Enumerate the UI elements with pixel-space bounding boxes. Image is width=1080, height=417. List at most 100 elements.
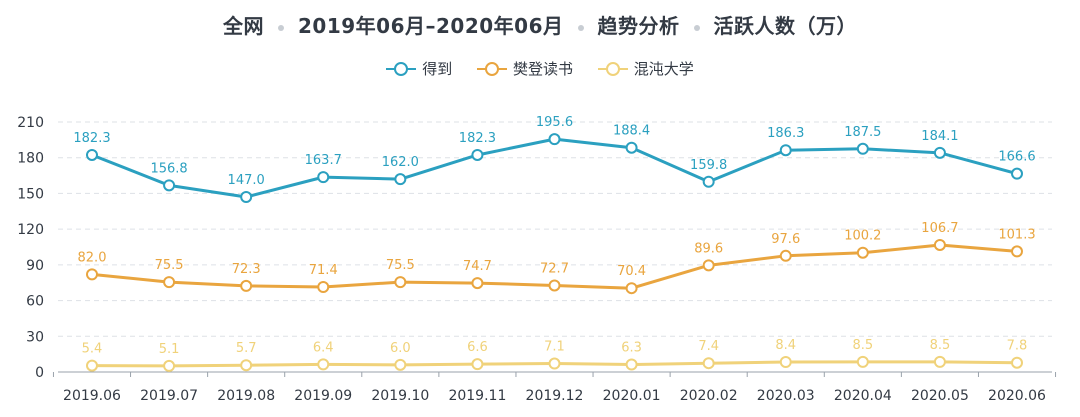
data-point (856, 246, 869, 259)
data-label: 186.3 (767, 126, 804, 141)
data-point (625, 141, 638, 154)
title-part-period: 2019年06月–2020年06月 (298, 14, 564, 38)
x-tick-label: 2020.06 (988, 388, 1046, 404)
y-tick-label: 150 (17, 186, 44, 202)
legend-swatch-hundun (597, 61, 628, 76)
chart-title: 全网 2019年06月–2020年06月 趋势分析 活跃人数（万） (0, 10, 1080, 39)
data-point (933, 238, 946, 251)
data-point (86, 268, 98, 281)
x-tick-label: 2019.08 (217, 388, 275, 404)
title-separator-dot (577, 24, 584, 31)
data-point (548, 279, 561, 292)
data-label: 156.8 (150, 161, 187, 176)
data-point (86, 359, 98, 372)
title-separator-dot (693, 24, 700, 31)
data-point (779, 356, 792, 368)
x-tick-label: 2020.03 (757, 388, 815, 404)
data-label: 6.3 (621, 341, 642, 356)
y-tick-label: 120 (17, 222, 44, 238)
legend-item-hundun[interactable]: 混沌大学 (597, 58, 694, 79)
y-tick-label: 30 (26, 329, 44, 345)
data-label: 106.7 (921, 221, 958, 236)
data-label: 75.5 (155, 258, 184, 273)
legend-item-fandeng[interactable]: 樊登读书 (476, 58, 573, 79)
data-label: 8.5 (930, 338, 951, 353)
data-label: 5.1 (159, 342, 180, 357)
data-point (548, 133, 561, 146)
legend-swatch-dedao (386, 61, 417, 76)
x-tick-label: 2019.07 (140, 388, 198, 404)
title-part-metric: 活跃人数（万） (713, 14, 857, 38)
data-point (702, 175, 715, 188)
data-point (317, 358, 330, 371)
data-label: 74.7 (463, 259, 492, 274)
x-tick-label: 2019.09 (294, 388, 352, 404)
data-point (625, 282, 638, 295)
y-tick-label: 90 (26, 258, 44, 274)
data-point (856, 142, 869, 155)
data-label: 97.6 (771, 232, 800, 247)
data-point (933, 355, 946, 368)
data-label: 188.4 (613, 124, 650, 139)
data-label: 163.7 (305, 153, 342, 168)
data-label: 72.7 (540, 261, 569, 276)
data-point (933, 146, 946, 159)
data-point (779, 249, 792, 262)
data-label: 6.4 (313, 340, 334, 355)
y-tick-label: 0 (35, 365, 44, 381)
data-point (1011, 356, 1023, 369)
data-point (240, 191, 253, 203)
data-label: 195.6 (536, 115, 573, 130)
data-point (702, 259, 715, 272)
data-label: 159.8 (690, 158, 727, 173)
legend-item-dedao[interactable]: 得到 (386, 58, 452, 79)
data-point (1011, 245, 1023, 258)
data-label: 101.3 (998, 227, 1035, 242)
title-part-analysis: 趋势分析 (597, 14, 680, 38)
data-label: 82.0 (78, 250, 107, 265)
data-point (163, 276, 176, 289)
data-point (163, 179, 176, 192)
data-label: 187.5 (844, 125, 881, 140)
data-point (86, 148, 98, 161)
data-point (471, 358, 484, 371)
data-label: 6.6 (467, 340, 488, 355)
y-tick-label: 210 (17, 115, 44, 131)
data-point (317, 171, 330, 184)
data-label: 184.1 (921, 129, 958, 144)
data-point (394, 276, 407, 289)
data-label: 7.1 (544, 340, 565, 355)
data-label: 182.3 (459, 131, 496, 146)
y-tick-label: 60 (26, 294, 44, 310)
data-point (1011, 167, 1023, 180)
data-point (240, 359, 253, 372)
data-point (471, 148, 484, 161)
legend-label-fandeng: 樊登读书 (512, 60, 573, 78)
data-label: 89.6 (694, 241, 723, 256)
x-tick-label: 2019.06 (63, 388, 121, 404)
x-tick-label: 2019.12 (526, 388, 584, 404)
legend-label-hundun: 混沌大学 (633, 60, 694, 78)
data-label: 8.4 (775, 338, 796, 353)
data-label: 5.4 (82, 342, 103, 357)
x-tick-label: 2019.11 (448, 388, 506, 404)
x-tick-label: 2020.05 (911, 388, 969, 404)
data-point (240, 279, 253, 292)
data-label: 71.4 (309, 263, 338, 278)
title-separator-dot (278, 24, 284, 31)
chart-legend: 得到 樊登读书 混沌大学 (0, 58, 1080, 80)
data-point (394, 173, 407, 186)
legend-label-dedao: 得到 (422, 60, 453, 78)
data-label: 162.0 (382, 155, 419, 170)
data-label: 70.4 (617, 264, 646, 279)
data-label: 75.5 (386, 258, 415, 273)
data-label: 166.6 (998, 150, 1035, 165)
title-part-scope: 全网 (223, 14, 264, 38)
x-tick-label: 2019.10 (371, 388, 429, 404)
data-point (471, 277, 484, 290)
data-label: 7.8 (1007, 339, 1028, 354)
x-tick-label: 2020.01 (603, 388, 661, 404)
legend-swatch-fandeng (476, 61, 507, 76)
series-line-0 (90, 137, 1019, 199)
